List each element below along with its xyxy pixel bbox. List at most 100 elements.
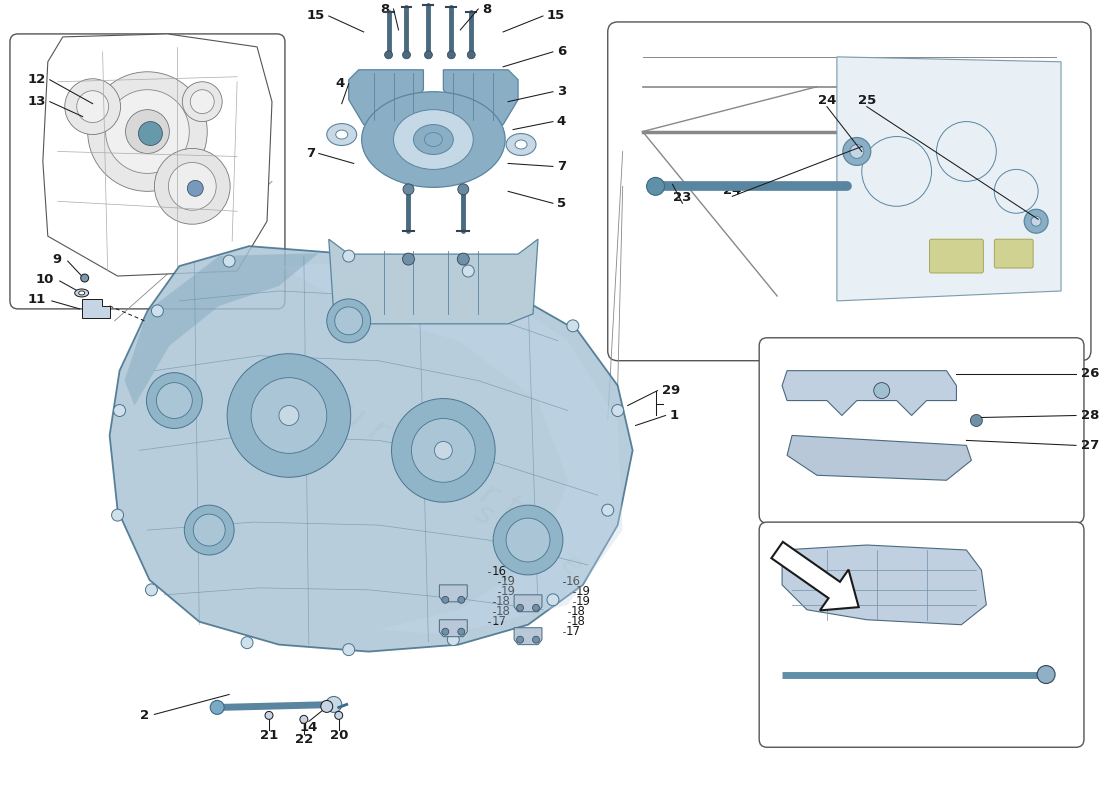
Polygon shape [443,70,518,125]
Circle shape [156,382,192,418]
Circle shape [343,644,354,656]
Circle shape [506,518,550,562]
Circle shape [146,373,202,429]
Circle shape [970,414,982,426]
Circle shape [334,307,363,334]
Text: 15: 15 [307,10,324,22]
Ellipse shape [515,140,527,149]
Text: 27: 27 [1081,439,1099,452]
Text: 12: 12 [28,74,46,86]
Polygon shape [81,299,110,318]
Circle shape [403,253,415,265]
Text: 18: 18 [496,595,512,608]
Polygon shape [782,370,956,415]
Circle shape [612,405,624,417]
Circle shape [190,90,214,114]
Polygon shape [349,70,424,125]
Circle shape [442,596,449,603]
Ellipse shape [327,123,356,146]
Circle shape [468,51,475,59]
Circle shape [279,406,299,426]
Circle shape [185,505,234,555]
Circle shape [843,138,871,166]
Ellipse shape [362,92,505,187]
Ellipse shape [336,130,348,139]
Ellipse shape [79,291,85,295]
Text: 10: 10 [35,273,54,286]
Circle shape [411,418,475,482]
FancyBboxPatch shape [759,522,1084,747]
Polygon shape [110,246,632,652]
Polygon shape [514,628,542,645]
Text: 1: 1 [670,409,679,422]
Circle shape [106,90,189,174]
Circle shape [385,51,393,59]
Circle shape [458,596,465,603]
Text: 26: 26 [1081,367,1099,380]
Circle shape [532,604,539,611]
Text: 13: 13 [28,95,46,108]
Circle shape [532,636,539,643]
Circle shape [113,405,125,417]
Circle shape [850,145,864,158]
Circle shape [458,253,470,265]
Polygon shape [124,253,319,406]
Text: 16: 16 [565,575,581,588]
FancyBboxPatch shape [10,34,285,309]
Circle shape [493,505,563,575]
Text: e u r o p a r t s: e u r o p a r t s [305,379,552,542]
Circle shape [265,711,273,719]
Circle shape [270,395,309,435]
Text: 24: 24 [723,184,741,197]
Text: 8: 8 [482,2,492,15]
Circle shape [88,72,207,191]
Text: 28: 28 [1081,409,1099,422]
FancyBboxPatch shape [930,239,983,273]
Circle shape [125,110,169,154]
Circle shape [111,509,123,521]
Circle shape [321,701,333,712]
Circle shape [327,299,371,342]
Text: 4: 4 [557,115,566,128]
Text: 4: 4 [336,78,344,90]
Text: s i n c e: s i n c e [470,498,586,582]
Circle shape [566,320,579,332]
Text: 19: 19 [576,595,591,608]
Circle shape [80,274,89,282]
Polygon shape [837,57,1062,301]
Text: 11: 11 [28,294,46,306]
Text: 6: 6 [557,46,566,58]
Text: 29: 29 [661,384,680,397]
Text: 17: 17 [565,625,581,638]
Text: 7: 7 [306,147,315,160]
Circle shape [602,504,614,516]
Text: 22: 22 [295,733,313,746]
Circle shape [223,255,235,267]
Circle shape [458,628,465,635]
Circle shape [442,628,449,635]
Ellipse shape [75,289,89,297]
Circle shape [547,594,559,606]
Circle shape [326,697,342,712]
Circle shape [1024,210,1048,233]
FancyBboxPatch shape [759,338,1084,523]
Circle shape [139,122,163,146]
Circle shape [251,378,327,454]
Ellipse shape [506,134,536,155]
Polygon shape [279,261,623,634]
Text: 8: 8 [381,2,389,15]
Text: 25: 25 [858,94,876,107]
Circle shape [334,711,343,719]
Circle shape [210,701,224,714]
Text: 18: 18 [571,606,586,618]
Polygon shape [788,435,971,480]
Circle shape [65,78,121,134]
Polygon shape [329,239,538,324]
Text: 17: 17 [492,615,506,628]
Circle shape [343,250,354,262]
Text: 23: 23 [673,191,692,204]
Circle shape [448,51,455,59]
Polygon shape [43,34,272,276]
Circle shape [77,90,109,122]
Text: 16: 16 [492,566,506,578]
